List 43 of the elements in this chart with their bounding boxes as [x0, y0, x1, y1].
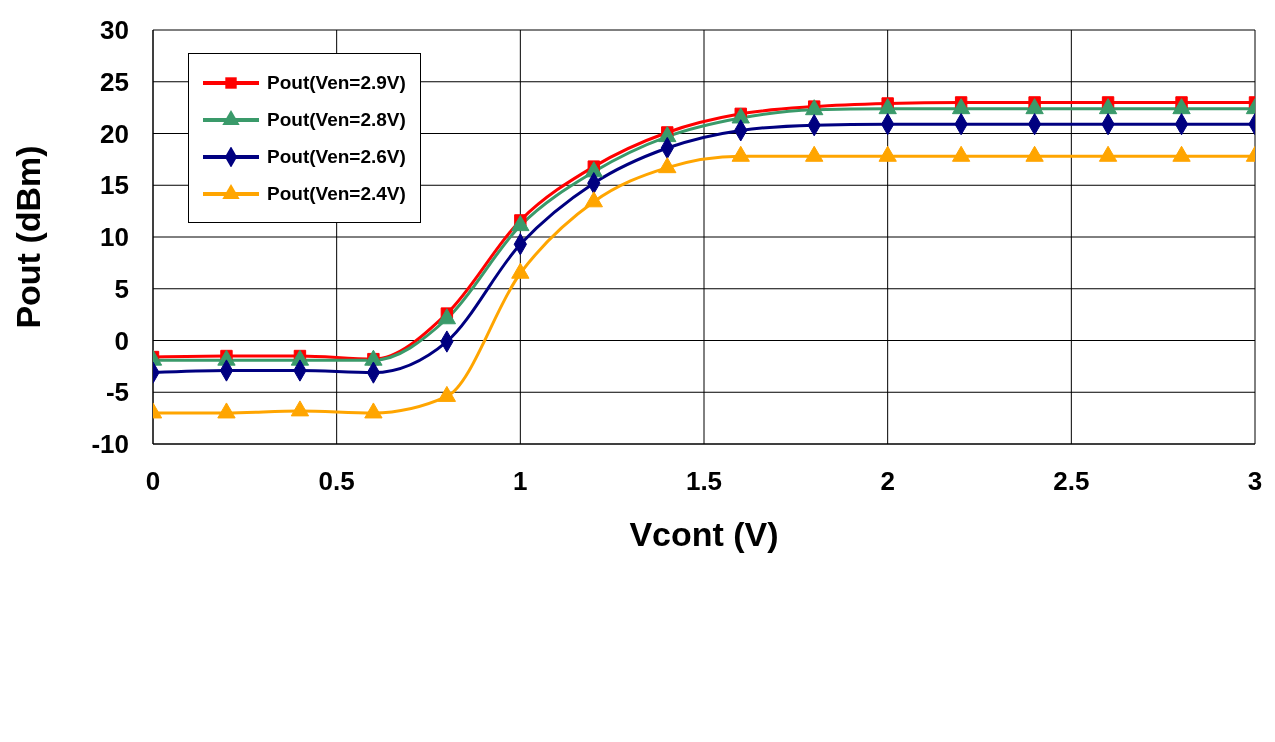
point — [437, 308, 457, 325]
point — [878, 145, 897, 162]
y-tick-label: 20 — [100, 118, 129, 149]
y-tick-label: 0 — [114, 325, 129, 356]
x-tick-label: 1 — [513, 466, 528, 497]
x-tick-label: 1.5 — [685, 466, 723, 497]
point — [658, 157, 677, 174]
x-axis-title: Vcont (V) — [629, 515, 779, 553]
point — [951, 145, 971, 162]
point — [1025, 98, 1044, 115]
point — [731, 145, 750, 162]
point — [1098, 145, 1118, 162]
point — [1172, 98, 1191, 115]
point — [584, 191, 603, 208]
x-tick-label: 2 — [880, 466, 895, 497]
point — [511, 262, 530, 279]
x-tick-label: 2.5 — [1053, 466, 1090, 497]
legend-label: Pout(Ven=2.4V) — [267, 182, 406, 205]
legend-label: Pout(Ven=2.6V) — [267, 145, 406, 168]
y-axis-title: Pout (dBm) — [9, 145, 48, 329]
y-tick-label: 10 — [100, 222, 129, 253]
y-tick-label: -5 — [105, 377, 129, 408]
y-tick-label: 5 — [114, 273, 129, 304]
point — [364, 402, 383, 419]
y-tick-label: 25 — [100, 66, 129, 97]
point — [805, 145, 824, 162]
point — [1098, 98, 1118, 115]
x-tick-label: 0 — [145, 466, 161, 497]
point — [1172, 145, 1191, 162]
y-tick-label: 15 — [100, 170, 129, 201]
x-tick-label: 0.5 — [318, 466, 355, 497]
y-tick-label: 30 — [100, 15, 129, 46]
point — [1025, 145, 1044, 162]
point — [437, 385, 457, 402]
point — [878, 98, 897, 115]
point — [290, 400, 310, 417]
point — [951, 98, 971, 115]
legend-label: Pout(Ven=2.9V) — [267, 71, 406, 94]
x-tick-label: 3 — [1247, 466, 1263, 497]
y-tick-label: -10 — [91, 429, 129, 460]
legend-label: Pout(Ven=2.8V) — [267, 108, 406, 131]
point — [217, 402, 236, 419]
point — [511, 215, 530, 232]
